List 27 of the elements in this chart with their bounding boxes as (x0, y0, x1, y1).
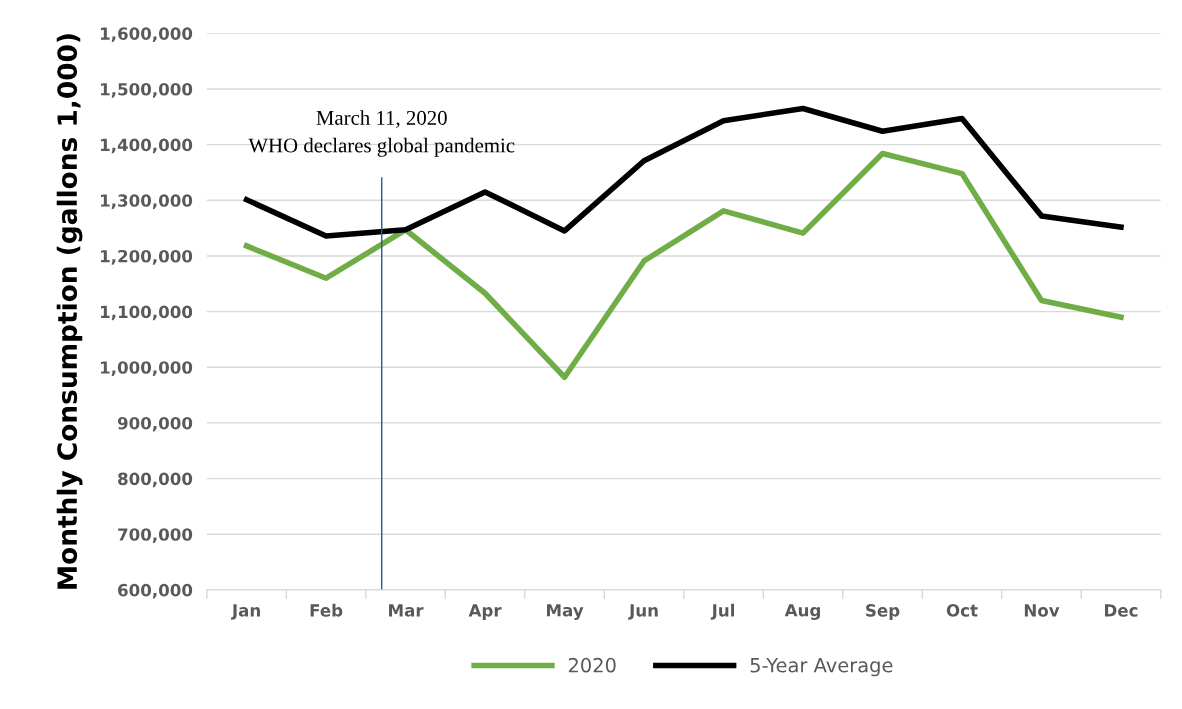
x-tick-label: Nov (1024, 604, 1060, 617)
x-tick-label: Mar (389, 604, 424, 617)
y-tick-label: 1,100,000 (101, 305, 193, 321)
y-tick-label: 900,000 (117, 416, 193, 432)
y-tick-label: 1,200,000 (101, 249, 193, 265)
legend-label: 2020 (568, 657, 616, 673)
ref-line-label: March 11, 2020 WHO declares global pandemic (248, 110, 515, 157)
y-tick-label: 1,000,000 (101, 361, 193, 376)
y-tick-label: 1,600,000 (101, 27, 193, 43)
y-tick-label: 700,000 (118, 528, 193, 543)
x-tick-label: Jul (710, 603, 735, 620)
x-tick-label: Apr (468, 604, 502, 620)
y-tick-label: 1,400,000 (101, 138, 193, 154)
x-tick-label: Dec (1105, 604, 1138, 617)
y-tick-label: 1,500,000 (101, 82, 193, 98)
y-tick-label: 600,000 (118, 583, 193, 599)
y-axis-title: Monthly Consumption (gallons 1,000) (56, 34, 83, 589)
y-tick-label: 1,300,000 (101, 194, 193, 209)
y-tick-label: 800,000 (118, 472, 193, 488)
x-tick-label: Sep (866, 604, 900, 620)
x-tick-label: Jun (628, 604, 658, 620)
x-tick-label: Oct (946, 604, 978, 617)
x-tick-label: May (547, 604, 584, 620)
legend-label: 5-Year Average (750, 658, 893, 677)
x-tick-label: Feb (310, 603, 343, 617)
x-tick-label: Aug (784, 604, 820, 620)
x-tick-label: Jan (231, 604, 260, 620)
